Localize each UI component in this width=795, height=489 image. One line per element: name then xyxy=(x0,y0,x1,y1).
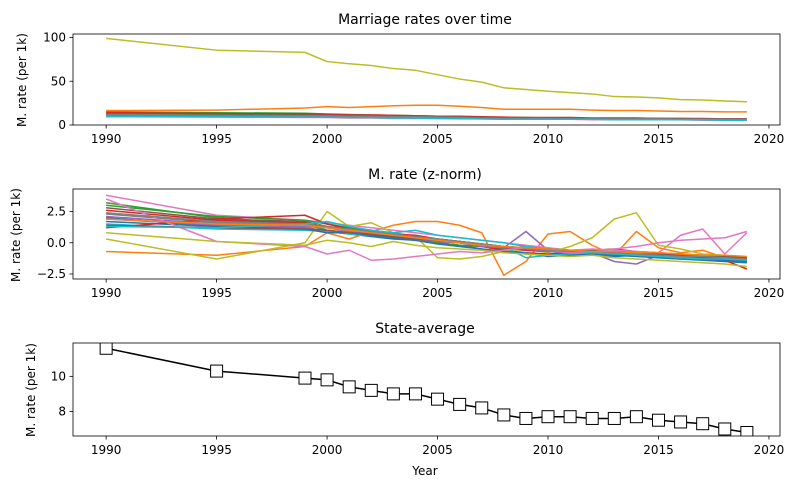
x-tick-label: 2005 xyxy=(422,132,453,146)
data-point xyxy=(298,371,312,385)
y-tick-label: 100 xyxy=(43,31,66,45)
plot-area xyxy=(105,194,748,276)
series-line-9 xyxy=(106,115,747,121)
y-tick-label: 2.5 xyxy=(47,205,66,219)
data-point xyxy=(475,401,489,415)
axes-frame xyxy=(72,342,781,437)
data-point xyxy=(696,417,710,431)
y-tick-label: 0.0 xyxy=(47,236,66,250)
plot-area xyxy=(99,343,754,436)
data-point xyxy=(629,410,643,424)
x-tick-label: 2005 xyxy=(422,286,453,300)
series-line-0 xyxy=(105,347,747,434)
y-axis-label: M. rate (per 1k) xyxy=(15,33,29,127)
series-line-1 xyxy=(106,220,747,276)
x-tick-label: 2000 xyxy=(312,443,343,457)
x-tick-label: 2005 xyxy=(422,443,453,457)
data-point xyxy=(386,387,400,401)
y-tick-label: 8 xyxy=(58,404,66,418)
data-point xyxy=(585,411,599,425)
x-tick-label: 2020 xyxy=(754,443,785,457)
data-point xyxy=(497,408,511,422)
x-tick-label: 2010 xyxy=(533,132,564,146)
x-tick-label: 2015 xyxy=(643,443,674,457)
data-point xyxy=(607,411,621,425)
data-point xyxy=(342,380,356,394)
axes-frame xyxy=(72,33,781,126)
axes-frame xyxy=(72,188,781,280)
chart-panel-state-average: State-average M. rate (per 1k) Year 1990… xyxy=(24,321,784,478)
data-point xyxy=(431,392,445,406)
plot-area xyxy=(106,37,747,121)
data-point xyxy=(563,410,577,424)
series-line-0 xyxy=(106,37,747,103)
data-point xyxy=(541,410,555,424)
x-tick-label: 1995 xyxy=(201,286,232,300)
x-tick-label: 2010 xyxy=(533,286,564,300)
x-tick-label: 2015 xyxy=(643,132,674,146)
data-point xyxy=(674,415,688,429)
chart-panel-znorm: M. rate (z-norm) M. rate (per 1k) 1990 19… xyxy=(9,167,784,300)
series-line-19 xyxy=(106,218,747,258)
data-point xyxy=(320,373,334,387)
data-point xyxy=(519,411,533,425)
series-line-1 xyxy=(106,104,747,113)
y-tick-label: 50 xyxy=(51,74,66,88)
series-line-17 xyxy=(106,232,747,268)
x-tick-label: 2000 xyxy=(312,132,343,146)
chart-title: Marriage rates over time xyxy=(338,12,512,28)
y-axis-label: M. rate (per 1k) xyxy=(24,343,38,437)
x-tick-label: 2020 xyxy=(754,132,785,146)
x-tick-label: 1995 xyxy=(201,132,232,146)
x-axis-label: Year xyxy=(411,464,437,478)
data-point xyxy=(408,387,422,401)
data-point xyxy=(99,343,113,355)
x-tick-label: 1990 xyxy=(91,132,122,146)
series-line-2 xyxy=(106,202,747,260)
x-tick-label: 1990 xyxy=(91,443,122,457)
x-tick-label: 1990 xyxy=(91,286,122,300)
data-point xyxy=(453,397,467,411)
y-tick-label: 0 xyxy=(58,118,66,132)
data-point xyxy=(364,383,378,397)
data-point xyxy=(718,422,732,436)
x-tick-label: 2020 xyxy=(754,286,785,300)
data-point xyxy=(740,425,754,436)
series-line-15 xyxy=(105,198,748,261)
x-tick-label: 2000 xyxy=(312,286,343,300)
x-tick-label: 2015 xyxy=(643,286,674,300)
y-tick-label: 10 xyxy=(51,369,66,383)
chart-title: M. rate (z-norm) xyxy=(368,167,482,183)
chart-title: State-average xyxy=(375,321,474,337)
x-tick-label: 2010 xyxy=(533,443,564,457)
series-line-10 xyxy=(106,220,747,263)
y-tick-label: −2.5 xyxy=(37,267,66,281)
x-tick-label: 1995 xyxy=(201,443,232,457)
chart-panel-rates: Marriage rates over time M. rate (per 1k… xyxy=(15,12,784,146)
data-point xyxy=(210,364,224,378)
y-axis-label: M. rate (per 1k) xyxy=(9,188,23,282)
series-line-18 xyxy=(106,220,747,261)
data-point xyxy=(651,413,665,427)
